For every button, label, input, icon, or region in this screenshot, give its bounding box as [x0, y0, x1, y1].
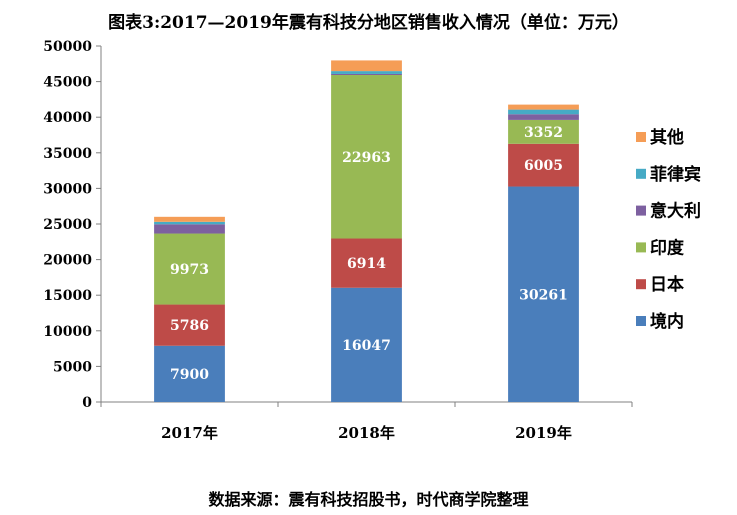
legend-swatch — [636, 205, 646, 216]
legend-swatch — [636, 316, 646, 326]
bar-segment — [508, 119, 579, 144]
data-label: 6005 — [524, 158, 563, 174]
data-label: 9973 — [170, 262, 209, 278]
bar-segment — [154, 224, 225, 234]
legend-label: 其他 — [650, 127, 684, 148]
bar-segment — [331, 287, 402, 402]
legend-swatch — [636, 168, 646, 179]
x-category-label: 2017年 — [161, 424, 218, 442]
y-tick-label: 40000 — [43, 110, 92, 126]
legend-label: 日本 — [650, 274, 684, 295]
bar-segment — [508, 109, 579, 115]
legend-swatch — [636, 242, 646, 253]
bar-segment — [331, 75, 402, 239]
x-category-label: 2018年 — [338, 424, 395, 442]
y-tick-label: 50000 — [43, 39, 92, 55]
legend-label: 菲律宾 — [650, 164, 701, 185]
y-tick-label: 30000 — [43, 181, 92, 197]
y-tick-label: 35000 — [43, 146, 92, 162]
bar-segment — [154, 221, 225, 225]
bar-segment — [154, 216, 225, 222]
data-label: 30261 — [519, 287, 568, 303]
y-tick-label: 20000 — [43, 253, 92, 269]
data-label: 6914 — [347, 256, 386, 272]
bar-segment — [508, 143, 579, 187]
data-labels: 7900 5786 9973 16047 6914 22963 30261 6005 3352 — [170, 125, 568, 383]
bar-segment — [154, 345, 225, 402]
y-tick-label: 15000 — [43, 288, 92, 304]
legend-swatch — [636, 279, 646, 290]
bar-segment — [331, 73, 402, 76]
legend-label: 境内 — [650, 311, 684, 332]
source-note: 数据来源：震有科技招股书，时代商学院整理 — [208, 490, 529, 509]
y-tick-label: 25000 — [43, 217, 92, 233]
bar-segment — [154, 304, 225, 346]
data-label: 22963 — [342, 150, 391, 166]
bars — [154, 60, 579, 402]
bar-segment — [331, 60, 402, 72]
data-label: 3352 — [524, 125, 563, 141]
bar-segment — [508, 114, 579, 120]
bar-segment — [331, 71, 402, 74]
y-tick-label: 5000 — [53, 359, 92, 375]
legend-swatch — [636, 132, 646, 142]
axes: 0 5000 10000 15000 20000 25000 30000 35000 40000… — [43, 39, 633, 442]
bar-segment — [154, 233, 225, 305]
bar-segment — [331, 238, 402, 288]
legend-label: 意大利 — [650, 201, 701, 222]
y-tick-label: 45000 — [43, 75, 92, 91]
data-label: 7900 — [170, 367, 209, 383]
y-tick-label: 10000 — [43, 324, 92, 340]
chart-title: 图表3:2017—2019年震有科技分地区销售收入情况（单位：万元） — [108, 13, 629, 33]
x-category-label: 2019年 — [515, 424, 572, 442]
bar-segment — [508, 186, 579, 402]
y-tick-label: 0 — [82, 395, 92, 411]
data-label: 5786 — [170, 318, 209, 334]
legend-label: 印度 — [650, 237, 685, 258]
bar-segment — [508, 104, 579, 110]
data-label: 16047 — [342, 338, 391, 354]
